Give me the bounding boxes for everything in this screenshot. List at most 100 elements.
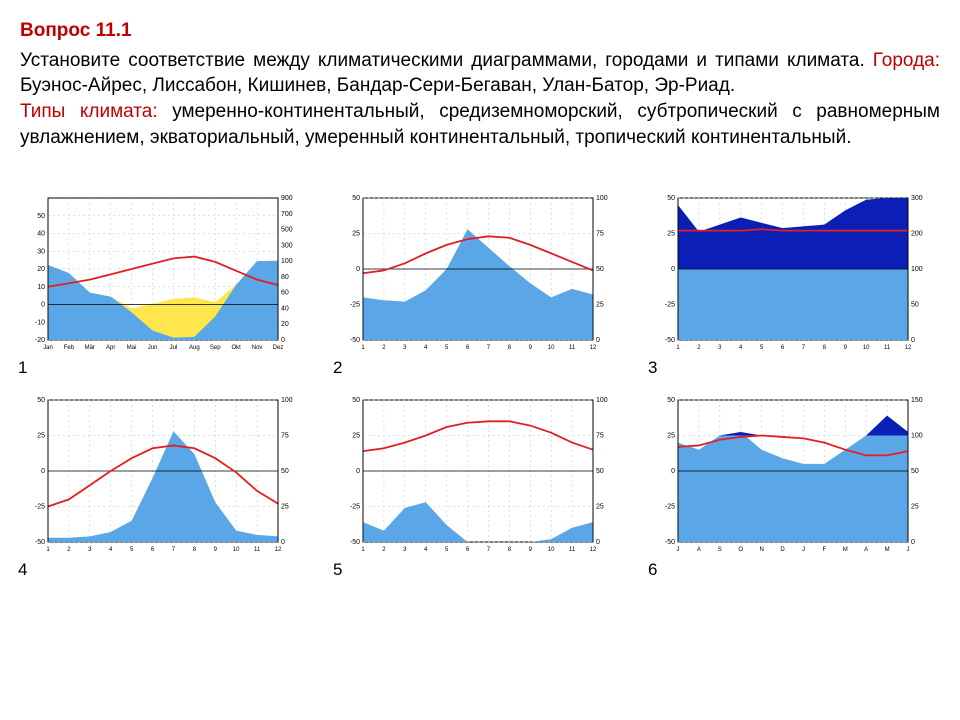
svg-text:40: 40 [37,231,45,238]
svg-text:9: 9 [529,547,533,553]
cities-label: Города: [873,50,940,71]
svg-text:-20: -20 [35,337,45,344]
svg-text:Jan: Jan [43,345,53,351]
svg-text:0: 0 [596,337,600,344]
svg-text:40: 40 [281,306,289,313]
svg-text:7: 7 [487,345,491,351]
svg-text:1: 1 [46,547,50,553]
svg-text:10: 10 [37,284,45,291]
svg-text:25: 25 [352,433,360,440]
svg-text:7: 7 [487,547,491,553]
svg-text:100: 100 [281,258,293,265]
svg-text:60: 60 [281,290,289,297]
svg-text:11: 11 [569,345,576,351]
svg-text:S: S [718,547,722,553]
svg-text:50: 50 [596,266,604,273]
svg-text:Apr: Apr [106,345,115,351]
svg-text:8: 8 [193,547,197,553]
types-label: Типы климата: [20,101,158,122]
chart-index: 6 [648,559,657,582]
svg-text:-25: -25 [665,302,675,309]
svg-text:5: 5 [760,345,764,351]
svg-text:50: 50 [37,397,45,404]
charts-grid: -20-100102030405002040608010030050070090… [20,192,940,556]
svg-text:50: 50 [596,468,604,475]
chart-index: 2 [333,357,342,380]
svg-text:2: 2 [382,547,386,553]
svg-text:5: 5 [130,547,134,553]
svg-text:80: 80 [281,274,289,281]
svg-text:J: J [677,547,680,553]
svg-text:Dez: Dez [273,345,284,351]
svg-text:4: 4 [424,547,428,553]
svg-text:75: 75 [596,231,604,238]
svg-text:2: 2 [67,547,71,553]
chart-index: 3 [648,357,657,380]
svg-text:Jul: Jul [170,345,178,351]
svg-text:6: 6 [466,547,470,553]
svg-text:3: 3 [403,547,407,553]
svg-text:3: 3 [88,547,92,553]
body-pre: Установите соответствие между климатичес… [20,50,873,71]
svg-text:A: A [864,547,868,553]
svg-text:25: 25 [352,231,360,238]
svg-text:11: 11 [569,547,576,553]
climate-chart-3: -50-2502550050100200300123456789101112 3 [650,192,940,354]
svg-text:8: 8 [823,345,827,351]
svg-text:0: 0 [911,539,915,546]
svg-text:2: 2 [382,345,386,351]
svg-text:10: 10 [548,345,555,351]
svg-text:-25: -25 [350,302,360,309]
svg-text:30: 30 [37,248,45,255]
svg-text:25: 25 [667,231,675,238]
svg-text:M: M [885,547,890,553]
svg-text:5: 5 [445,345,449,351]
svg-text:Okt: Okt [232,345,242,351]
svg-text:0: 0 [356,266,360,273]
svg-text:700: 700 [281,211,293,218]
svg-text:2: 2 [697,345,701,351]
svg-text:N: N [759,547,763,553]
svg-text:200: 200 [911,231,923,238]
svg-text:-50: -50 [350,539,360,546]
svg-text:0: 0 [281,539,285,546]
svg-text:50: 50 [911,468,919,475]
climate-chart-1: -20-100102030405002040608010030050070090… [20,192,310,354]
svg-text:-50: -50 [35,539,45,546]
svg-text:Jun: Jun [148,345,158,351]
svg-text:150: 150 [911,397,923,404]
svg-text:11: 11 [254,547,261,553]
svg-text:10: 10 [548,547,555,553]
svg-text:20: 20 [37,266,45,273]
svg-text:75: 75 [281,433,289,440]
svg-text:25: 25 [596,302,604,309]
climate-chart-6: -50-250255002550100150JASONDJFMAMJ 6 [650,394,940,556]
svg-text:8: 8 [508,345,512,351]
svg-text:0: 0 [671,266,675,273]
svg-text:Aug: Aug [189,345,200,351]
svg-text:-50: -50 [665,539,675,546]
svg-text:1: 1 [361,547,365,553]
chart-index: 4 [18,559,27,582]
svg-text:0: 0 [356,468,360,475]
svg-text:7: 7 [802,345,806,351]
cities-list: Буэнос-Айрес, Лиссабон, Кишинев, Бандар-… [20,75,735,96]
svg-text:6: 6 [466,345,470,351]
svg-text:25: 25 [281,504,289,511]
svg-text:4: 4 [739,345,743,351]
svg-text:10: 10 [863,345,870,351]
svg-text:4: 4 [109,547,113,553]
svg-text:20: 20 [281,321,289,328]
svg-text:25: 25 [911,504,919,511]
climate-chart-5: -50-25025500255075100123456789101112 5 [335,394,625,556]
svg-text:J: J [802,547,805,553]
chart-index: 5 [333,559,342,582]
svg-text:Mai: Mai [127,345,137,351]
svg-text:900: 900 [281,195,293,202]
chart-index: 1 [18,357,27,380]
svg-text:0: 0 [41,468,45,475]
svg-text:-25: -25 [350,504,360,511]
svg-text:50: 50 [281,468,289,475]
question-title: Вопрос 11.1 [20,18,940,44]
svg-text:25: 25 [667,433,675,440]
